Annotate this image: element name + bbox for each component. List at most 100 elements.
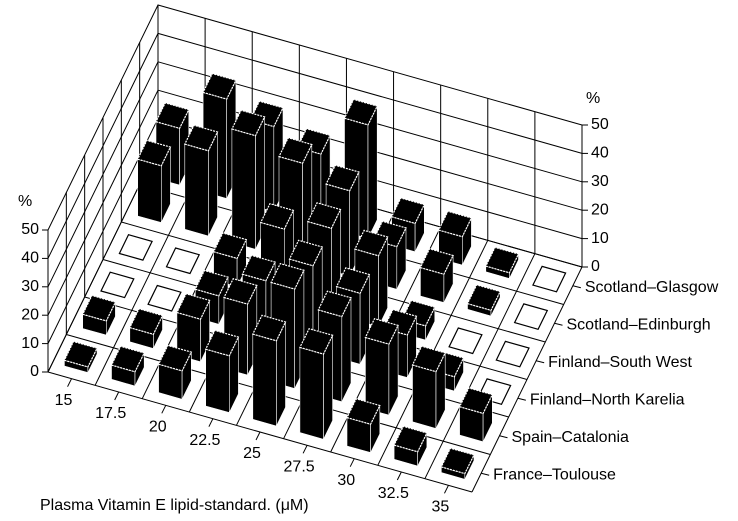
z-tick-label: 10: [591, 230, 609, 247]
bar-top: [270, 262, 305, 290]
bar: [183, 124, 219, 237]
bar-top: [212, 232, 248, 260]
x-tick-label: 20: [149, 419, 167, 436]
row-label: Finland–South West: [548, 354, 692, 371]
row-label: Finland–North Karelia: [530, 391, 685, 408]
row-tick: [536, 360, 545, 364]
bar: [466, 284, 502, 317]
x-tick: [302, 445, 308, 454]
bar-front: [299, 347, 324, 440]
bar-top: [241, 254, 276, 282]
bar-front: [412, 364, 437, 429]
bar-top: [128, 308, 164, 336]
bar: [165, 247, 201, 275]
x-axis-label: Plasma Vitamin E lipid-standard. (μM): [40, 497, 309, 514]
bar-top: [288, 239, 324, 267]
row-tick: [572, 285, 581, 289]
bar: [364, 317, 399, 416]
grid-line: [47, 61, 583, 288]
z-tick-label: 50: [591, 116, 609, 133]
x-tick-label: 32.5: [378, 485, 409, 502]
grid-line: [47, 89, 583, 316]
bar: [110, 345, 146, 387]
bar: [448, 327, 483, 355]
bar-top: [147, 284, 182, 312]
bar-top: [223, 277, 258, 305]
bar: [212, 232, 248, 288]
x-tick-label: 27.5: [284, 459, 315, 476]
bar-front: [184, 143, 209, 237]
bar-top: [317, 290, 352, 318]
bar-top: [448, 327, 483, 355]
bar: [176, 293, 211, 363]
grid-line: [47, 32, 583, 259]
z-tick-label: 0: [30, 363, 39, 380]
x-tick: [67, 378, 73, 387]
bar-top: [155, 102, 190, 130]
bar-top: [157, 344, 193, 372]
bar: [63, 340, 98, 373]
bar-top: [354, 229, 389, 257]
bar-top: [458, 387, 494, 415]
bar-top: [204, 329, 240, 357]
bar-top: [299, 327, 334, 355]
row-label: France–Toulouse: [493, 466, 616, 483]
bar-front: [231, 128, 256, 250]
x-tick: [396, 471, 402, 481]
grid-line: [47, 4, 583, 231]
bar: [147, 284, 182, 312]
bar-top: [136, 139, 172, 167]
x-tick: [255, 431, 261, 441]
bar: [346, 398, 381, 453]
bar-top: [440, 447, 475, 475]
z-tick-label: 40: [591, 145, 609, 162]
bar-top: [231, 109, 266, 137]
z-tick-label: 30: [21, 278, 39, 295]
row-label: Spain–Catalonia: [512, 429, 630, 446]
bar-top: [343, 98, 379, 126]
bar: [440, 447, 475, 480]
row-label: Scotland–Edinburgh: [567, 316, 711, 333]
bar-top: [306, 202, 342, 230]
z-tick-label: 30: [591, 173, 609, 190]
bar-front: [137, 158, 162, 223]
bar: [458, 387, 494, 443]
bar-top: [390, 197, 426, 225]
x-tick: [114, 391, 120, 401]
bar-top: [81, 294, 117, 322]
bar-top: [110, 345, 146, 373]
bar-top: [259, 202, 295, 230]
z-tick-label: 50: [21, 221, 39, 238]
bar-top: [346, 398, 381, 425]
row-tick: [554, 322, 563, 326]
bar: [231, 109, 266, 250]
z-tick-label: 20: [21, 306, 39, 323]
x-tick-label: 17.5: [95, 405, 126, 422]
bar-top: [364, 317, 399, 345]
bar-top: [183, 124, 219, 152]
x-tick-label: 25: [243, 445, 261, 462]
z-tick-label: 20: [591, 201, 609, 218]
bar-top: [63, 340, 98, 368]
bar-top: [278, 137, 313, 164]
bar: [251, 314, 287, 427]
bar: [532, 265, 567, 293]
bar-front: [252, 333, 277, 427]
bar: [81, 294, 117, 336]
bar-top: [194, 269, 229, 297]
bar-top: [100, 271, 135, 299]
x-tick: [443, 485, 449, 494]
bar-top: [484, 246, 520, 274]
x-tick-label: 15: [55, 392, 73, 409]
bar-side: [367, 105, 378, 239]
bar-top: [165, 247, 201, 275]
bar-top: [118, 233, 153, 261]
bar-top: [393, 425, 428, 453]
bar: [204, 329, 240, 413]
row-tick: [481, 472, 490, 476]
z-axis-label: %: [18, 193, 32, 210]
bar: [118, 233, 153, 261]
bar-top: [495, 340, 530, 368]
x-tick: [208, 418, 214, 427]
